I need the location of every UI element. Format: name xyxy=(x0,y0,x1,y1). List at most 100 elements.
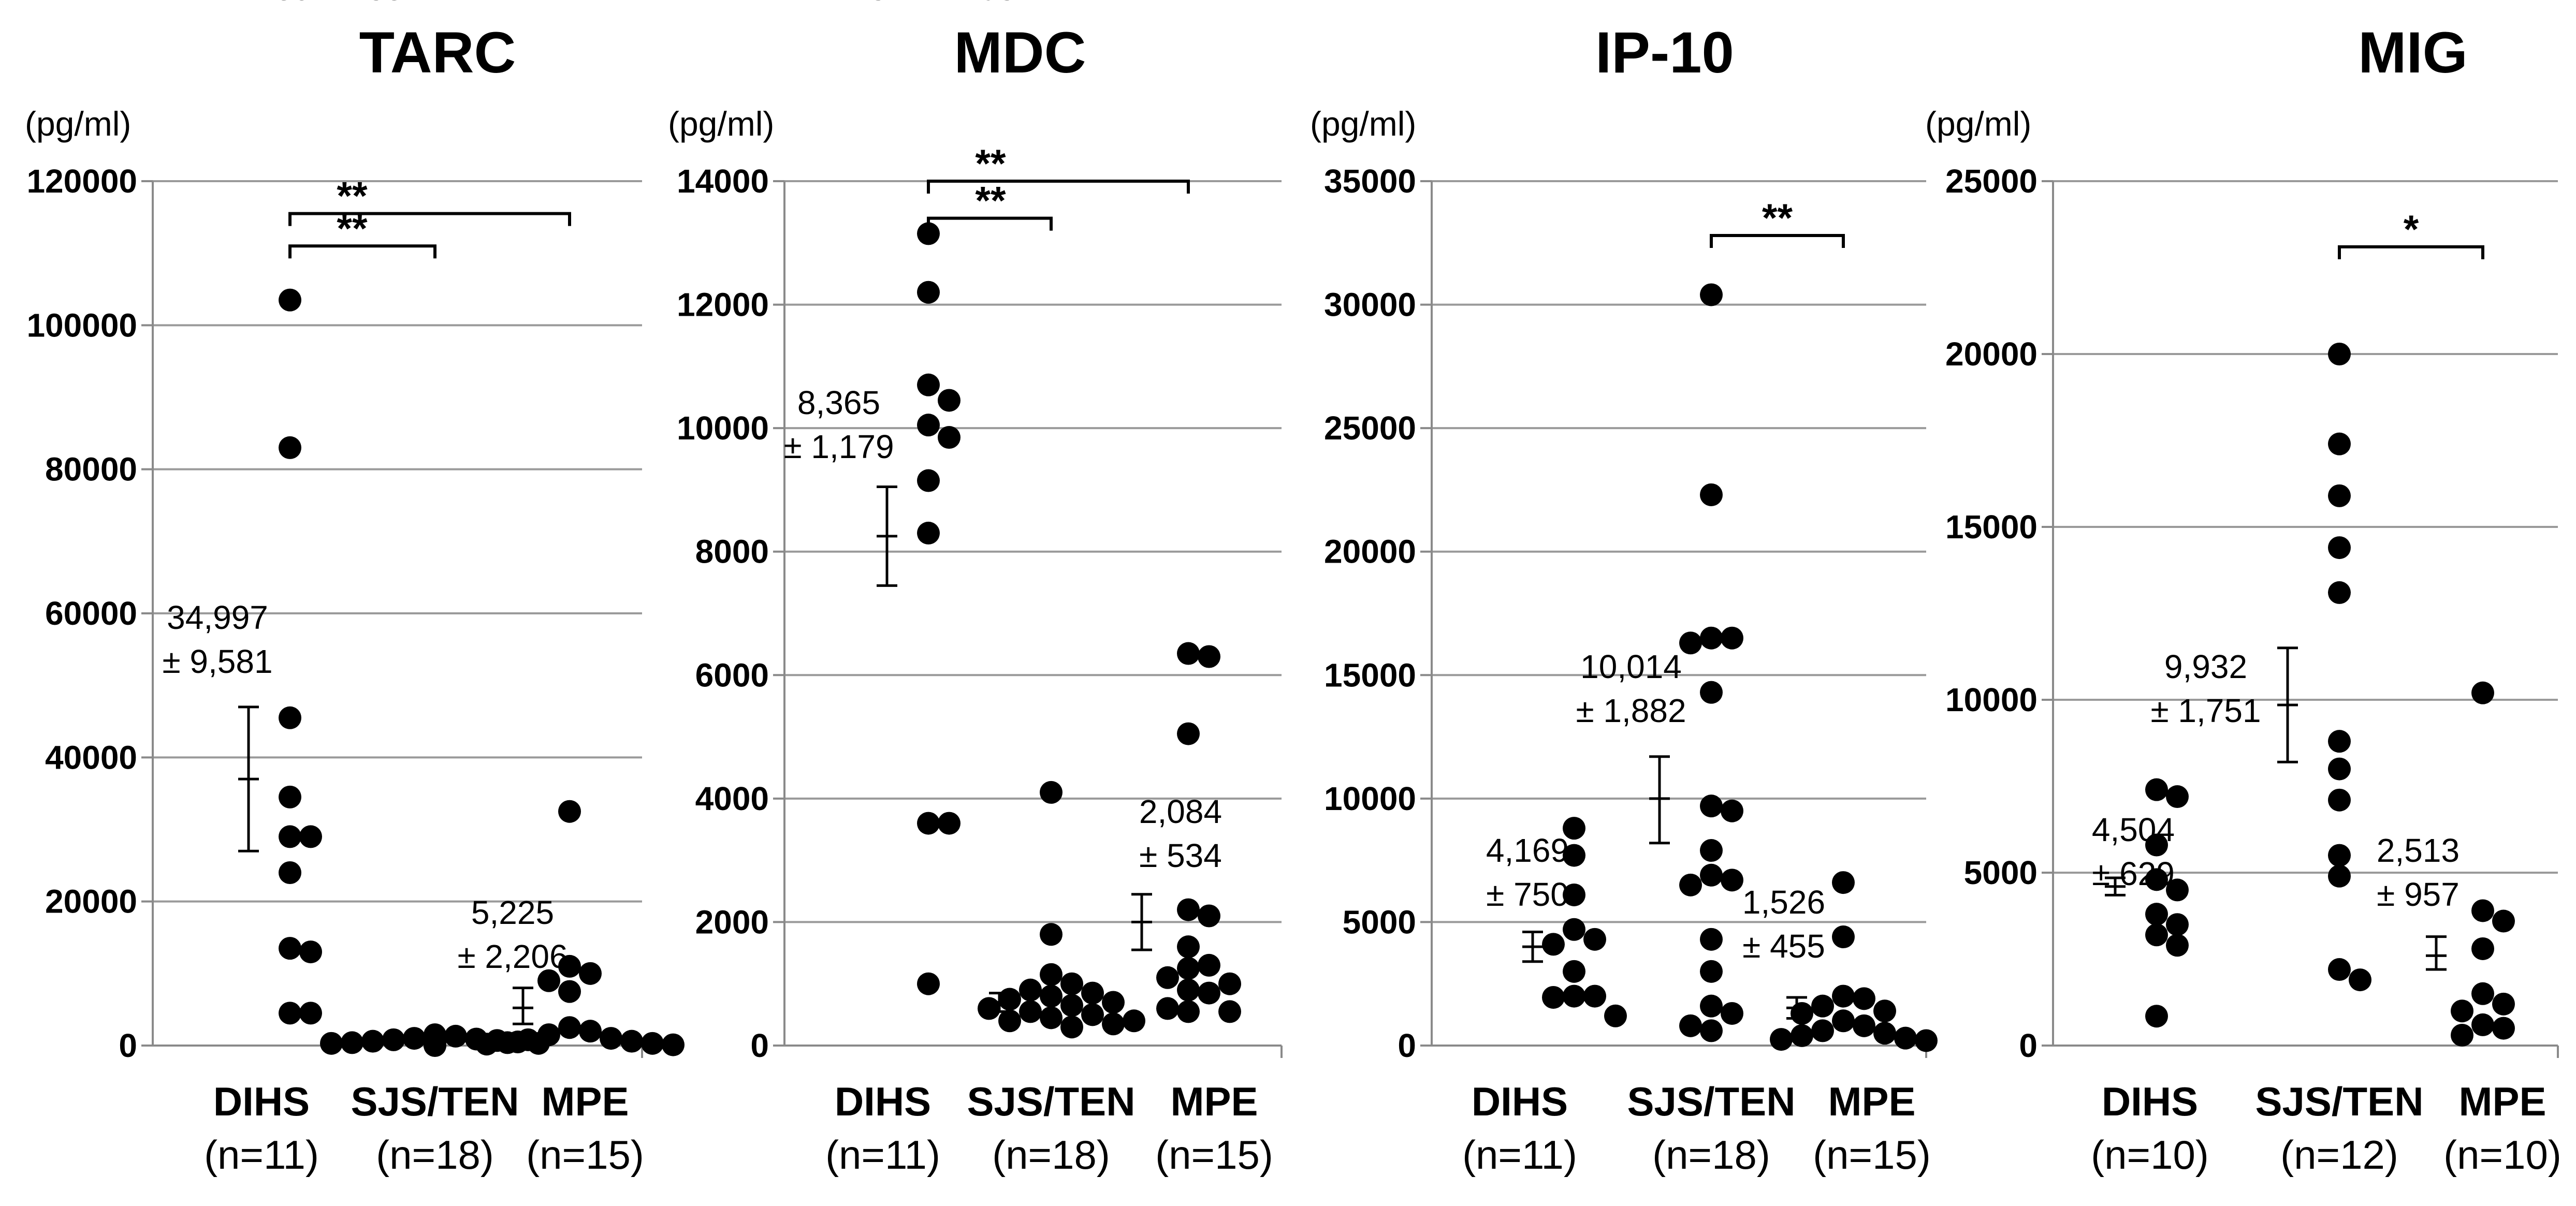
x-category-label: DIHS xyxy=(2102,1079,2198,1124)
significance-label: ** xyxy=(337,174,368,218)
data-point xyxy=(1770,1028,1793,1051)
data-point xyxy=(998,988,1021,1011)
x-category-n-label: (n=15) xyxy=(526,1132,644,1178)
x-category-label: SJS/TEN xyxy=(2255,1079,2423,1124)
data-point xyxy=(1177,642,1200,665)
data-point xyxy=(1081,1003,1104,1026)
y-tick-label: 80000 xyxy=(45,451,137,488)
y-axis-unit-label: (pg/ml) xyxy=(668,105,774,143)
sd-annotation: ± 957 xyxy=(2377,876,2459,913)
data-point xyxy=(2492,992,2515,1016)
x-category-label: DIHS xyxy=(213,1079,310,1124)
y-tick-label: 10000 xyxy=(1324,780,1416,817)
data-point xyxy=(917,521,940,545)
data-point xyxy=(299,1002,322,1025)
data-point xyxy=(978,997,1000,1020)
significance-bracket-line xyxy=(2338,245,2484,259)
data-point xyxy=(279,436,301,459)
sd-annotation: ± 1,751 xyxy=(2150,692,2261,729)
mean-annotation: 8,365 xyxy=(797,384,880,421)
data-point xyxy=(2145,778,2168,801)
data-point xyxy=(424,1034,446,1057)
data-point xyxy=(2328,484,2351,507)
data-point xyxy=(475,1033,498,1056)
x-category-n-label: (n=15) xyxy=(1155,1132,1273,1178)
data-point xyxy=(1563,817,1585,840)
data-point xyxy=(1060,994,1083,1017)
error-bar xyxy=(989,992,1010,1013)
data-point xyxy=(1700,283,1723,306)
data-point xyxy=(1791,1002,1813,1025)
chart-title: MDC xyxy=(954,20,1086,85)
data-point xyxy=(1894,1026,1917,1050)
significance-bracket-line xyxy=(927,216,1053,231)
data-point xyxy=(2166,785,2189,808)
chart-panel-mig: MIG (pg/ml) 0 5000 10000 15000 20000 25000 DIHS (… xyxy=(1925,20,2562,1178)
error-bar xyxy=(1786,996,1807,1020)
data-point xyxy=(1700,483,1723,506)
data-point xyxy=(917,373,940,396)
data-point xyxy=(1563,960,1585,983)
data-point xyxy=(1563,883,1585,906)
x-category-label: SJS/TEN xyxy=(1627,1079,1795,1124)
data-point xyxy=(1040,984,1063,1008)
data-point xyxy=(2328,432,2351,455)
x-category-label: MPE xyxy=(1828,1079,1915,1124)
data-point xyxy=(1721,799,1743,822)
x-category-n-label: (n=18) xyxy=(376,1132,494,1178)
data-point xyxy=(1177,935,1200,959)
data-point xyxy=(537,1023,560,1047)
data-point xyxy=(1019,1000,1042,1023)
data-point xyxy=(1177,1000,1200,1023)
data-point xyxy=(1040,963,1063,986)
data-point xyxy=(938,426,960,449)
data-point xyxy=(1563,844,1585,867)
y-tick-label: 10000 xyxy=(1945,681,2037,718)
data-point xyxy=(2166,878,2189,902)
data-point xyxy=(1563,984,1585,1008)
mean-annotation: 5,225 xyxy=(471,894,554,931)
mean-annotation: 4,504 xyxy=(2092,811,2175,848)
data-point xyxy=(2145,923,2168,947)
x-category-n-label: (n=18) xyxy=(1652,1132,1770,1178)
mean-annotation: 9,932 xyxy=(2164,648,2247,685)
data-point xyxy=(341,1031,363,1054)
error-bar xyxy=(1131,893,1152,951)
error-bar xyxy=(513,987,533,1025)
data-point xyxy=(1721,626,1743,650)
y-tick-label: 25000 xyxy=(1324,409,1416,447)
significance-label: * xyxy=(2404,208,2419,252)
data-point xyxy=(1832,984,1855,1008)
data-point xyxy=(1177,978,1200,1002)
mean-annotation: 2,084 xyxy=(1139,793,1222,830)
chart-title: TARC xyxy=(359,20,516,85)
data-point xyxy=(382,1028,405,1051)
data-point xyxy=(320,1032,343,1055)
error-bar xyxy=(238,705,259,852)
data-point xyxy=(1583,984,1606,1008)
data-point xyxy=(2145,1005,2168,1028)
data-point xyxy=(279,706,301,729)
data-point xyxy=(1721,869,1743,892)
significance-bracket: ** xyxy=(288,174,571,226)
data-point xyxy=(1198,645,1220,668)
data-point xyxy=(1177,722,1200,745)
x-category-n-label: (n=18) xyxy=(992,1132,1110,1178)
y-tick-label: 6000 xyxy=(695,656,769,694)
x-category-n-label: (n=10) xyxy=(2091,1132,2209,1178)
data-point xyxy=(279,785,301,808)
data-point xyxy=(1156,966,1179,989)
data-point xyxy=(998,1009,1021,1033)
mean-annotation: 4,169 xyxy=(1486,832,1569,869)
chart-title: IP-10 xyxy=(1595,20,1734,85)
x-category-n-label: (n=11) xyxy=(204,1132,319,1178)
significance-label: ** xyxy=(975,179,1006,223)
data-point xyxy=(1791,1024,1813,1047)
data-point xyxy=(579,1020,602,1043)
data-point xyxy=(938,812,960,835)
data-point xyxy=(558,1016,581,1039)
chart-title: MIG xyxy=(2358,20,2468,85)
data-point xyxy=(1156,997,1179,1020)
x-category-label: SJS/TEN xyxy=(967,1079,1135,1124)
